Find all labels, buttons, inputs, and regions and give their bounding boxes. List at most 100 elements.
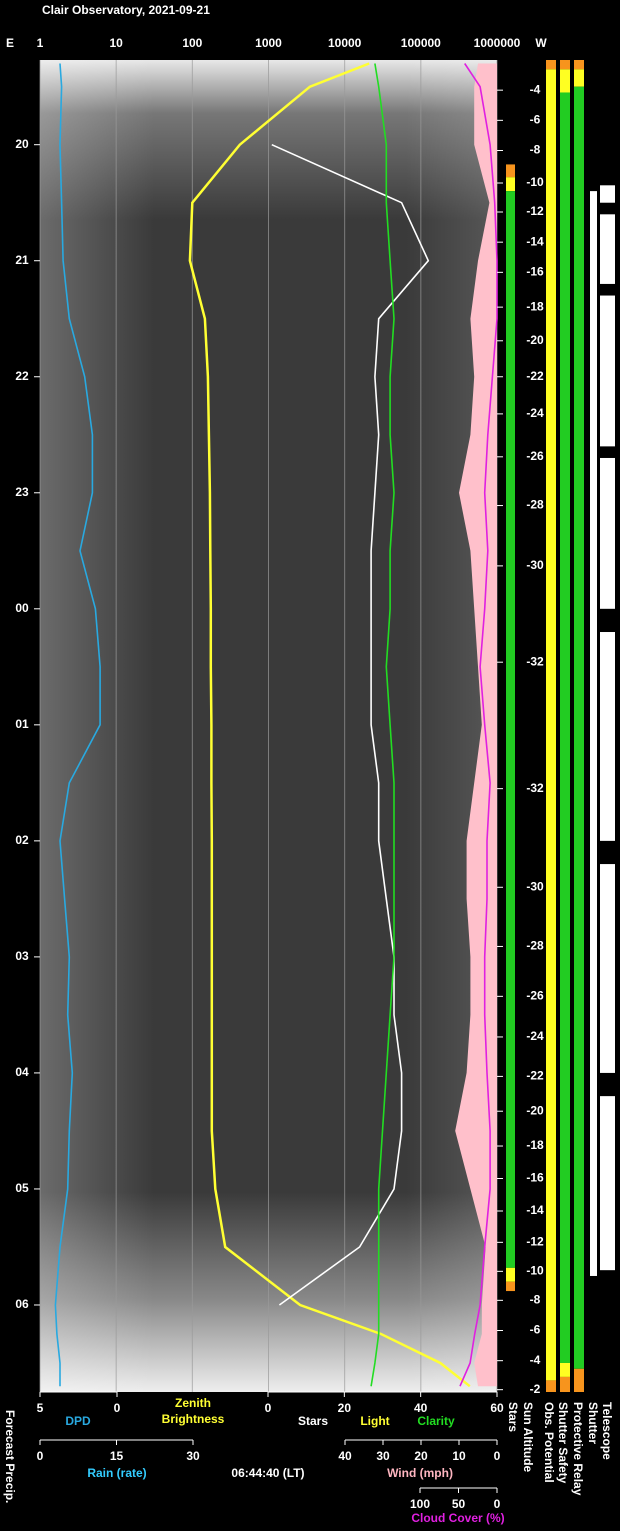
status-segment: [600, 864, 615, 1073]
x-tick-label: 100: [182, 36, 202, 50]
series-line: [54, 63, 101, 1387]
y-tick-label: 20: [15, 137, 29, 151]
legend-label: Clarity: [417, 1414, 455, 1428]
status-segment: [560, 92, 570, 1363]
east-label: E: [6, 36, 14, 50]
status-segment: [600, 295, 615, 447]
axis-label: DPD: [65, 1414, 91, 1428]
status-segment: [574, 69, 584, 87]
sun-altitude-label: -24: [526, 1029, 544, 1043]
x-tick-label: 1000: [255, 36, 282, 50]
sun-altitude-label: -26: [526, 989, 544, 1003]
status-segment: [600, 185, 615, 203]
axis-label: Cloud Cover (%): [411, 1511, 504, 1525]
axis-tick-label: 0: [494, 1497, 501, 1511]
axis-tick-label: 30: [376, 1449, 390, 1463]
series-line: [370, 63, 395, 1387]
sun-altitude-label: -12: [526, 204, 544, 218]
y-tick-label: 22: [15, 369, 29, 383]
y-tick-label: 03: [15, 949, 29, 963]
status-segment: [600, 1096, 615, 1271]
axis-tick-label: 50: [452, 1497, 466, 1511]
axis-tick-label: 40: [338, 1449, 352, 1463]
sun-altitude-label: -22: [526, 369, 544, 383]
status-segment: [560, 69, 570, 93]
y-tick-label: 00: [15, 601, 29, 615]
axis-tick-label: 20: [338, 1401, 352, 1415]
status-segment: [600, 214, 615, 284]
sun-altitude-label: -14: [526, 1203, 544, 1217]
status-segment: [590, 191, 597, 1276]
sun-altitude-label: -14: [526, 234, 544, 248]
timestamp: 06:44:40 (LT): [231, 1466, 304, 1480]
series-line: [271, 143, 430, 1306]
sun-altitude-label: -8: [530, 1293, 541, 1307]
x-tick-label: 1000000: [474, 36, 521, 50]
sun-altitude-label: -30: [526, 879, 544, 893]
sun-altitude-label: -18: [526, 1138, 544, 1152]
axis-label: Wind (mph): [387, 1466, 453, 1480]
sun-altitude-label: -28: [526, 939, 544, 953]
sun-altitude-label: -10: [526, 175, 544, 189]
sun-altitude-label: -24: [526, 406, 544, 420]
status-segment: [506, 1281, 515, 1292]
series-line: [188, 62, 471, 1388]
left-label: Forecast Precip.: [3, 1410, 17, 1503]
legend-label: Stars: [298, 1414, 328, 1428]
sun-altitude-label: -16: [526, 265, 544, 279]
sun-altitude-label: -32: [526, 654, 544, 668]
axis-tick-label: 15: [110, 1449, 124, 1463]
sun-altitude-label: -26: [526, 449, 544, 463]
status-segment: [506, 191, 515, 1268]
sun-altitude-label: -32: [526, 781, 544, 795]
status-segment: [574, 86, 584, 1369]
axis-tick-label: 5: [37, 1401, 44, 1415]
status-segment: [506, 177, 515, 192]
sun-altitude-label: -16: [526, 1171, 544, 1185]
status-segment: [506, 164, 515, 178]
y-tick-label: 02: [15, 833, 29, 847]
y-tick-label: 06: [15, 1297, 29, 1311]
status-segment: [546, 60, 556, 70]
sun-altitude-label: -2: [530, 1382, 541, 1396]
status-label: Protective Relay: [571, 1402, 585, 1496]
sun-altitude-label: -8: [530, 143, 541, 157]
x-tick-label: 1: [37, 36, 44, 50]
y-tick-label: 01: [15, 717, 29, 731]
sun-altitude-label: -20: [526, 1103, 544, 1117]
axis-tick-label: 10: [452, 1449, 466, 1463]
legend-label: Light: [360, 1414, 389, 1428]
sun-altitude-label: -28: [526, 498, 544, 512]
axis-label: Rain (rate): [87, 1466, 146, 1480]
y-tick-label: 04: [15, 1065, 29, 1079]
axis-tick-label: 100: [410, 1497, 430, 1511]
status-label: Shutter: [586, 1402, 600, 1444]
sun-altitude-label: -6: [530, 1323, 541, 1337]
status-segment: [600, 632, 615, 841]
west-label: W: [535, 36, 547, 50]
sun-altitude-label: -6: [530, 113, 541, 127]
sun-altitude-label: -18: [526, 299, 544, 313]
sun-altitude-label: Sun Altitude: [521, 1402, 535, 1473]
status-segment: [546, 1380, 556, 1392]
status-segment: [574, 1368, 584, 1392]
series-line: [459, 63, 498, 1387]
chart-title: Clair Observatory, 2021-09-21: [42, 3, 210, 17]
sun-altitude-label: -4: [530, 82, 541, 96]
sun-altitude-label: -10: [526, 1264, 544, 1278]
axis-tick-label: 60: [490, 1401, 504, 1415]
x-tick-label: 100000: [401, 36, 441, 50]
axis-tick-label: 0: [114, 1401, 121, 1415]
status-label: Telescope: [600, 1402, 614, 1460]
axis-tick-label: 0: [494, 1449, 501, 1463]
y-tick-label: 23: [15, 485, 29, 499]
sun-altitude-label: -22: [526, 1069, 544, 1083]
status-segment: [574, 60, 584, 70]
axis-tick-label: 30: [186, 1449, 200, 1463]
status-segment: [560, 60, 570, 70]
axis-tick-label: 40: [414, 1401, 428, 1415]
sun-altitude-label: -20: [526, 333, 544, 347]
x-axis-label: Zenith Brightness: [161, 1396, 225, 1426]
axis-tick-label: 0: [37, 1449, 44, 1463]
